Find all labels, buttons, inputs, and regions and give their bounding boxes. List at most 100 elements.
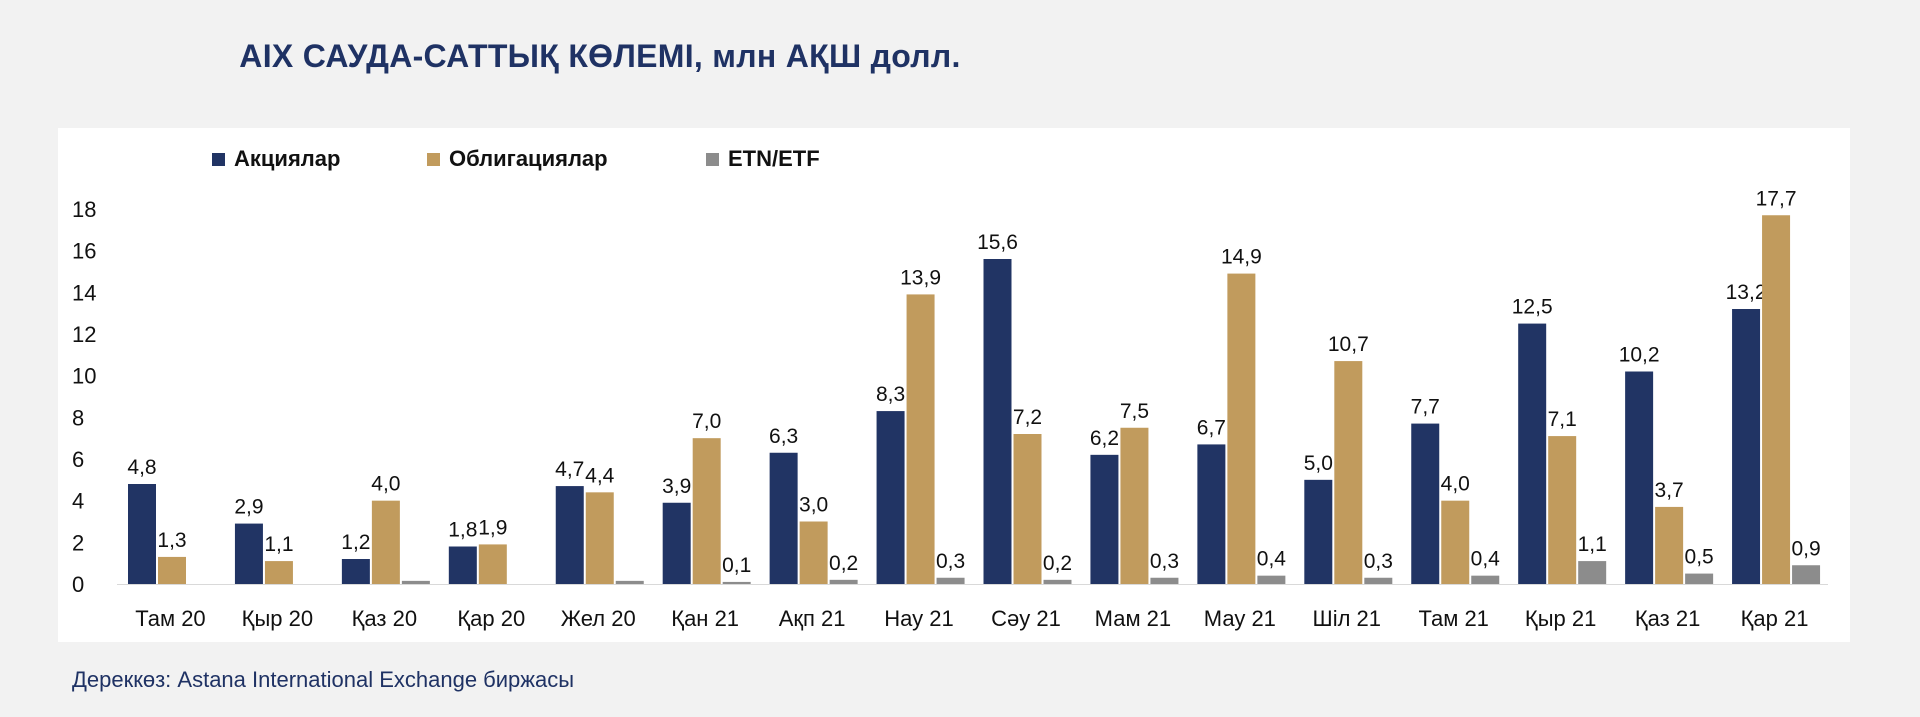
x-tick-label: Қыр 20: [242, 606, 313, 631]
data-label: 13,2: [1726, 281, 1767, 304]
bar-etn-etf: [829, 579, 858, 584]
bar-shares: [448, 546, 477, 584]
data-label: 0,3: [1150, 550, 1179, 573]
bar-shares: [1411, 423, 1440, 584]
bar-shares: [769, 452, 798, 584]
data-label: 0,2: [829, 552, 858, 575]
bar-bonds: [1548, 436, 1577, 584]
data-label: 4,0: [1441, 473, 1470, 496]
bar-shares: [1625, 371, 1654, 584]
y-tick-label: 0: [72, 572, 84, 597]
bar-bonds: [906, 294, 935, 584]
data-label: 8,3: [876, 383, 905, 406]
bar-bonds: [1441, 500, 1470, 584]
data-label: 7,1: [1548, 408, 1577, 431]
bar-bonds: [1013, 434, 1042, 584]
bar-shares: [983, 259, 1012, 584]
bar-shares: [1090, 454, 1119, 584]
bar-shares: [1304, 479, 1333, 584]
bar-bonds: [264, 561, 293, 584]
y-tick-label: 18: [72, 197, 96, 222]
x-tick-label: Қар 21: [1741, 606, 1809, 631]
y-tick-label: 12: [72, 322, 96, 347]
y-tick-label: 6: [72, 447, 84, 472]
data-label: 13,9: [900, 266, 941, 289]
data-label: 0,1: [722, 554, 751, 577]
y-tick-label: 4: [72, 489, 84, 514]
x-tick-label: Ақп 21: [779, 606, 846, 631]
legend-item-bonds: Облигациялар: [427, 146, 608, 172]
x-tick-label: Қан 21: [671, 606, 739, 631]
bar-shares: [662, 502, 691, 584]
data-label: 17,7: [1756, 187, 1797, 210]
bar-shares: [341, 559, 370, 584]
bar-etn-etf: [1150, 577, 1179, 584]
data-label: 1,2: [341, 531, 370, 554]
bar-bonds: [1334, 361, 1363, 584]
data-label: 0,3: [1364, 550, 1393, 573]
x-tick-label: Шіл 21: [1313, 606, 1381, 631]
bar-etn-etf: [1043, 579, 1072, 584]
source-note: Дереккөз: Astana International Exchange …: [72, 667, 575, 692]
x-tick-label: Нау 21: [884, 606, 953, 631]
bar-bonds: [1227, 273, 1256, 584]
data-label: 7,0: [692, 410, 721, 433]
bar-shares: [555, 486, 584, 584]
data-label: 0,4: [1257, 548, 1287, 571]
chart-title: AIX САУДА-САТТЫҚ КӨЛЕМІ, млн АҚШ долл.: [239, 38, 961, 74]
legend-item-etn-etf: ETN/ETF: [706, 146, 820, 172]
bar-shares: [234, 523, 263, 584]
bar-etn-etf: [936, 577, 965, 584]
data-label: 0,9: [1791, 537, 1820, 560]
y-tick-label: 8: [72, 405, 84, 430]
bar-bonds: [1655, 506, 1684, 584]
x-tick-label: Қыр 21: [1525, 606, 1596, 631]
data-label: 14,9: [1221, 246, 1262, 269]
legend-swatch-bonds: [427, 152, 440, 166]
bar-etn-etf: [1471, 575, 1500, 584]
bar-shares: [876, 411, 905, 584]
y-tick-label: 16: [72, 239, 96, 264]
x-tick-label: Там 20: [135, 606, 205, 631]
data-label: 4,7: [555, 458, 584, 481]
data-label: 5,0: [1304, 452, 1333, 475]
bar-bonds: [371, 500, 400, 584]
data-label: 6,2: [1090, 427, 1119, 450]
legend-swatch-shares: [212, 152, 225, 166]
bar-shares: [1732, 309, 1761, 584]
data-label: 1,9: [478, 516, 507, 539]
bar-shares: [128, 484, 156, 584]
data-label: 1,1: [264, 533, 293, 556]
data-label: 3,7: [1655, 479, 1684, 502]
y-tick-label: 10: [72, 364, 96, 389]
data-label: 3,9: [662, 475, 691, 498]
data-label: 7,7: [1411, 396, 1440, 419]
bar-etn-etf: [722, 581, 751, 584]
data-label: 4,0: [371, 473, 400, 496]
bar-etn-etf: [615, 580, 644, 584]
data-label: 10,2: [1619, 344, 1660, 367]
legend-label-etn-etf: ETN/ETF: [728, 146, 820, 171]
x-tick-label: Қар 20: [457, 606, 525, 631]
bar-bonds: [478, 544, 507, 584]
data-label: 0,2: [1043, 552, 1072, 575]
legend-label-shares: Акциялар: [234, 146, 341, 171]
x-tick-label: Мау 21: [1204, 606, 1276, 631]
bar-bonds: [158, 556, 186, 584]
data-label: 1,8: [448, 519, 477, 542]
x-tick-label: Сәу 21: [991, 606, 1061, 631]
bar-etn-etf: [1792, 565, 1821, 584]
bar-etn-etf: [1364, 577, 1393, 584]
data-label: 4,8: [127, 456, 156, 479]
data-label: 3,0: [799, 494, 828, 517]
x-tick-label: Қаз 20: [352, 606, 417, 631]
data-label: 15,6: [977, 231, 1018, 254]
legend-swatch-etn-etf: [706, 152, 719, 166]
data-label: 7,5: [1120, 400, 1149, 423]
y-tick-label: 14: [72, 280, 96, 305]
bar-bonds: [799, 521, 828, 584]
bar-etn-etf: [1257, 575, 1286, 584]
x-tick-label: Мам 21: [1095, 606, 1172, 631]
